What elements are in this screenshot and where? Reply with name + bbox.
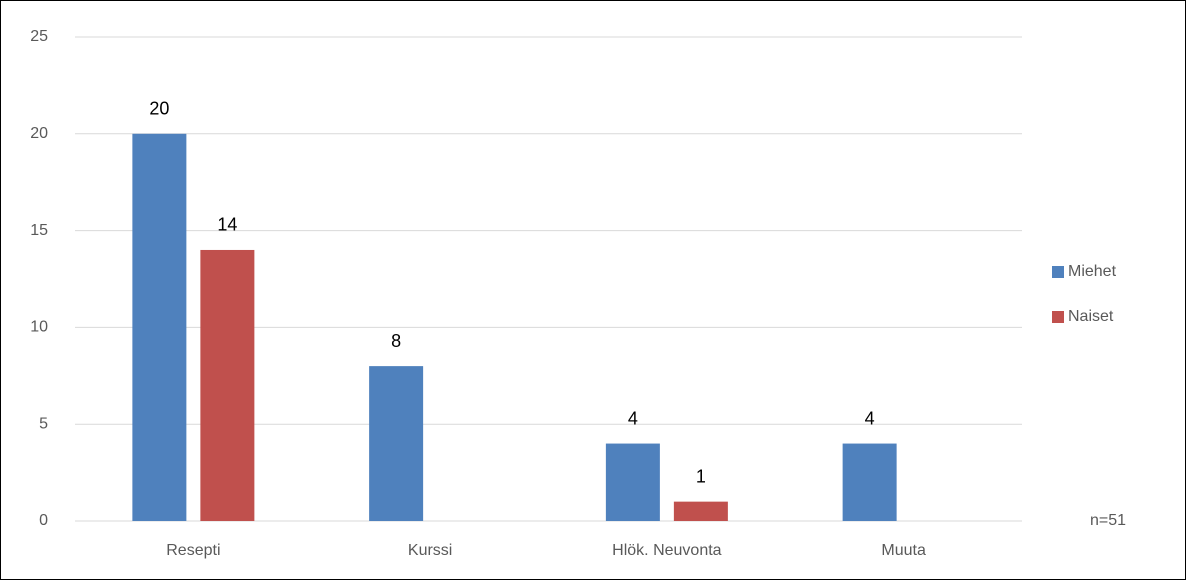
bar (842, 443, 897, 521)
bar (605, 443, 660, 521)
x-tick-label: Muuta (881, 542, 926, 559)
value-label: 4 (628, 408, 638, 428)
x-tick-label: Kurssi (408, 542, 452, 559)
y-tick-label: 15 (30, 222, 48, 239)
y-tick-label: 0 (39, 512, 48, 529)
bar (673, 501, 728, 521)
value-label: 4 (865, 408, 875, 428)
bar (132, 133, 187, 522)
bar (369, 366, 424, 521)
legend-swatch (1052, 311, 1064, 323)
legend-label: Naiset (1068, 308, 1114, 325)
value-label: 14 (217, 215, 237, 235)
bar (200, 249, 255, 521)
y-tick-label: 25 (30, 28, 48, 45)
legend-swatch (1052, 266, 1064, 278)
x-tick-label: Hlök. Neuvonta (612, 542, 721, 559)
y-tick-label: 10 (30, 319, 48, 336)
value-label: 1 (696, 466, 706, 486)
y-tick-label: 20 (30, 125, 48, 142)
legend-label: Miehet (1068, 263, 1117, 280)
annotation: n=51 (1090, 512, 1126, 529)
x-tick-label: Resepti (166, 542, 220, 559)
value-label: 8 (391, 331, 401, 351)
y-tick-label: 5 (39, 415, 48, 432)
value-label: 20 (149, 99, 169, 119)
